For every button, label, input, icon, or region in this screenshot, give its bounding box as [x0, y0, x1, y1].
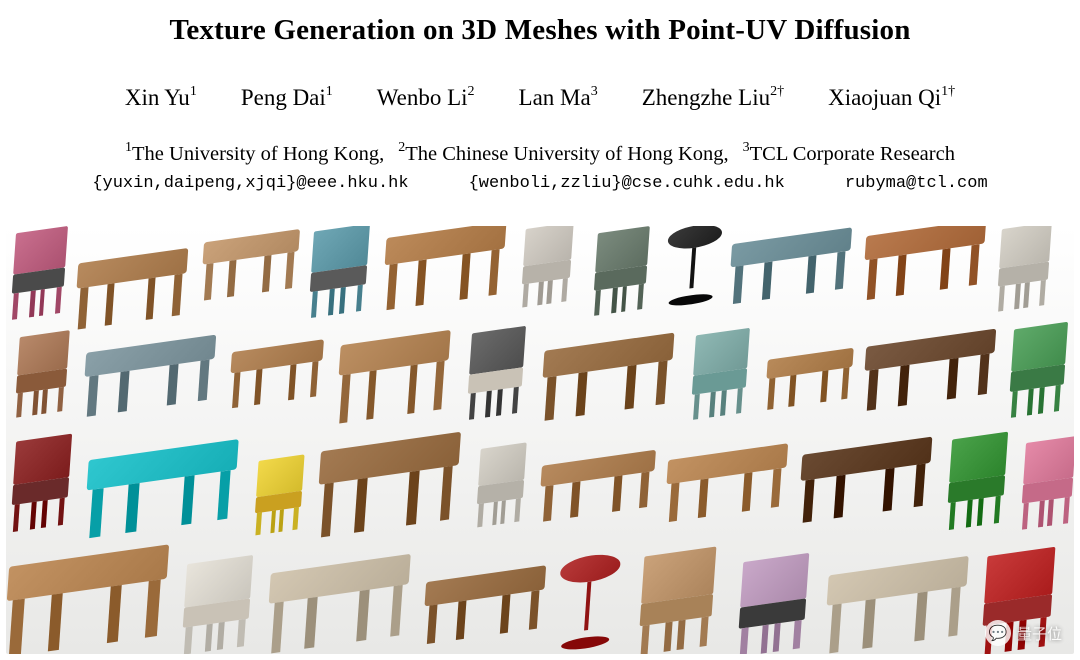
author: Lan Ma3 — [519, 85, 598, 111]
table-mesh — [265, 554, 411, 654]
table-mesh — [862, 226, 986, 301]
chair-mesh — [941, 431, 1013, 531]
author: Xin Yu1 — [125, 85, 197, 111]
table-mesh — [798, 437, 933, 524]
table-mesh — [862, 329, 996, 412]
chair-mesh — [1015, 435, 1074, 530]
table-mesh — [82, 335, 216, 418]
table-mesh — [664, 443, 788, 522]
affiliation-list: 1The University of Hong Kong, 2The Chines… — [0, 141, 1080, 166]
chair-mesh — [1003, 321, 1073, 419]
table-mesh — [422, 565, 546, 644]
author: Wenbo Li2 — [377, 85, 475, 111]
table-mesh — [538, 450, 656, 523]
chair-mesh — [515, 226, 578, 308]
chair-mesh — [685, 327, 755, 421]
affiliation: 1The University of Hong Kong, — [125, 141, 384, 166]
wechat-icon: 💬 — [985, 620, 1011, 646]
watermark: 💬 量子位 — [985, 620, 1062, 646]
stool-mesh — [663, 226, 722, 308]
stool-mesh — [555, 551, 621, 652]
email-list: {yuxin,daipeng,xjqi}@eee.hku.hk {wenboli,… — [0, 174, 1080, 193]
table-mesh — [200, 229, 300, 301]
table-mesh — [228, 339, 324, 408]
author-list: Xin Yu1 Peng Dai1 Wenbo Li2 Lan Ma3 Zhengzhe… — [0, 85, 1080, 111]
watermark-text: 量子位 — [1017, 623, 1062, 644]
table-mesh — [6, 544, 169, 654]
author: Peng Dai1 — [241, 85, 333, 111]
chair-mesh — [461, 325, 531, 421]
email: {wenboli,zzliu}@cse.cuhk.edu.hk — [469, 174, 785, 193]
email: rubyma@tcl.com — [845, 174, 988, 193]
chair-mesh — [631, 545, 724, 654]
table-mesh — [823, 556, 968, 654]
table-mesh — [83, 439, 238, 539]
table-mesh — [335, 330, 450, 424]
chair-mesh — [6, 226, 73, 321]
table-mesh — [381, 226, 506, 311]
chair-mesh — [587, 226, 655, 317]
chair-mesh — [303, 226, 375, 319]
chair-mesh — [471, 442, 530, 528]
table-mesh — [764, 348, 853, 411]
affiliation: 2The Chinese University of Hong Kong, — [398, 141, 728, 166]
chair-mesh — [249, 454, 308, 536]
chair-mesh — [991, 226, 1057, 313]
author: Zhengzhe Liu2† — [642, 85, 784, 111]
table-mesh — [540, 333, 675, 422]
author: Xiaojuan Qi1† — [828, 85, 955, 111]
teaser-figure — [6, 226, 1074, 654]
chair-mesh — [731, 552, 816, 654]
table-mesh — [728, 227, 852, 304]
table-mesh — [315, 432, 461, 539]
paper-title: Texture Generation on 3D Meshes with Poi… — [0, 14, 1080, 47]
chair-mesh — [9, 329, 75, 418]
email: {yuxin,daipeng,xjqi}@eee.hku.hk — [92, 174, 408, 193]
affiliation: 3TCL Corporate Research — [743, 141, 955, 166]
chair-mesh — [175, 554, 259, 654]
table-mesh — [74, 248, 189, 330]
chair-mesh — [6, 433, 77, 533]
